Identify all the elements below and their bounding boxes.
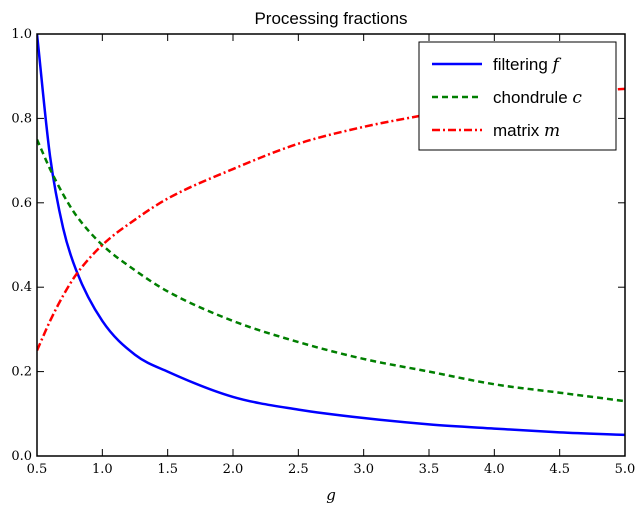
plot-frame	[36, 33, 626, 457]
x-tick-label: 2.5	[288, 462, 309, 477]
x-tick-label: 1.0	[92, 462, 113, 477]
legend-label-chondrule: chondrule c	[493, 88, 582, 108]
x-tick-label: 2.0	[223, 462, 244, 477]
legend-label-matrix: matrix m	[493, 121, 560, 141]
legend: filtering f chondrule c matrix m	[418, 41, 617, 151]
legend-symbol-matrix: m	[544, 121, 560, 141]
x-tick-label: 5.0	[615, 462, 636, 477]
y-tick-label: 0.4	[11, 280, 32, 295]
tick-layer: 0.5 1.0 1.5 2.0 2.5 3.0 3.5 4.0 4.5 5.0 0.0 0.2 0.4 0…	[11, 27, 635, 477]
x-axis-label: g	[326, 486, 336, 504]
legend-box	[418, 41, 617, 151]
y-tick-label: 0.0	[11, 449, 32, 464]
x-tick-label: 4.0	[484, 462, 505, 477]
x-tick-label: 3.0	[353, 462, 374, 477]
series-line-chondrule	[37, 138, 625, 403]
chart-title: Processing fractions	[254, 9, 407, 28]
legend-symbol-chondrule: c	[572, 88, 582, 108]
x-tick-label: 3.5	[419, 462, 440, 477]
legend-symbol-filtering: f	[551, 55, 562, 75]
x-tick-label: 1.5	[157, 462, 178, 477]
x-tick-label: 4.5	[549, 462, 570, 477]
x-tick-label: 0.5	[27, 462, 48, 477]
series-line-filtering	[37, 34, 625, 437]
y-tick-label: 0.8	[11, 111, 32, 126]
legend-label-filtering: filtering f	[493, 55, 562, 75]
y-tick-label: 0.6	[11, 196, 32, 211]
y-tick-label: 1.0	[11, 27, 32, 42]
y-tick-label: 0.2	[11, 365, 32, 380]
